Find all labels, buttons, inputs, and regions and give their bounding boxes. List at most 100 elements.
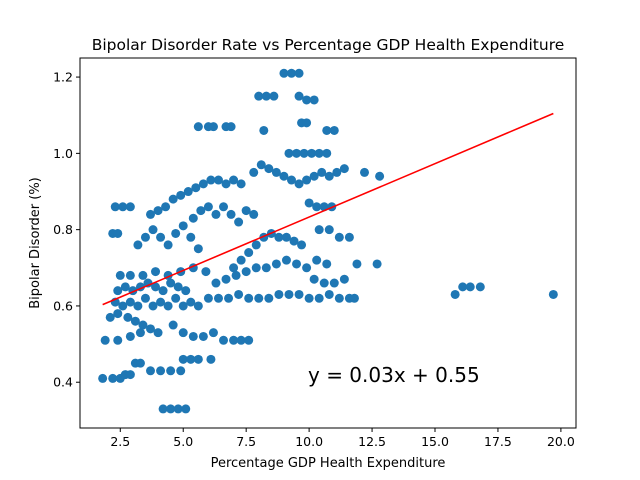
data-point	[294, 91, 304, 101]
data-point	[201, 267, 211, 277]
data-point	[113, 335, 123, 345]
data-point	[332, 167, 342, 177]
data-point	[166, 278, 176, 288]
data-point	[294, 289, 304, 299]
data-point	[314, 293, 324, 303]
data-point	[146, 366, 155, 376]
data-points	[98, 68, 558, 414]
data-point	[226, 209, 236, 219]
data-point	[206, 175, 216, 185]
data-point	[186, 232, 196, 242]
data-point	[166, 366, 176, 376]
data-point	[171, 228, 181, 238]
data-point	[125, 331, 135, 341]
data-point	[113, 309, 123, 319]
data-point	[339, 164, 349, 174]
data-point	[151, 282, 161, 292]
data-point	[251, 263, 261, 273]
data-point	[314, 148, 324, 158]
data-point	[309, 95, 319, 105]
data-point	[186, 297, 196, 307]
data-point	[254, 91, 264, 101]
data-point	[307, 148, 317, 158]
data-point	[163, 301, 173, 311]
data-point	[274, 289, 284, 299]
data-point	[249, 209, 259, 219]
data-point	[297, 240, 307, 250]
data-point	[304, 293, 314, 303]
data-point	[264, 293, 274, 303]
data-point	[125, 370, 135, 380]
x-tick-label: 15.0	[421, 434, 449, 449]
data-point	[344, 232, 354, 242]
data-point	[224, 293, 234, 303]
data-point	[244, 335, 254, 345]
data-point	[339, 274, 349, 284]
data-point	[294, 179, 304, 189]
data-point	[191, 183, 201, 193]
data-point	[206, 354, 216, 364]
data-point	[163, 240, 173, 250]
data-point	[284, 148, 294, 158]
data-point	[186, 354, 196, 364]
data-point	[249, 167, 259, 177]
data-point	[292, 148, 302, 158]
data-point	[113, 228, 123, 238]
data-point	[302, 263, 312, 273]
data-point	[329, 278, 339, 288]
data-point	[309, 274, 319, 284]
data-point	[178, 301, 188, 311]
data-point	[465, 282, 475, 292]
data-point	[234, 217, 244, 227]
data-point	[161, 202, 171, 212]
data-point	[156, 297, 166, 307]
data-point	[279, 171, 289, 181]
data-point	[314, 225, 324, 235]
data-point	[173, 404, 183, 414]
data-point	[188, 331, 198, 341]
data-point	[226, 122, 236, 132]
data-point	[219, 335, 229, 345]
data-point	[153, 328, 163, 338]
data-point	[375, 171, 385, 181]
data-point	[254, 293, 264, 303]
data-point	[178, 328, 188, 338]
data-point	[302, 175, 312, 185]
data-point	[123, 312, 133, 322]
data-point	[113, 286, 123, 296]
data-point	[198, 331, 208, 341]
data-point	[118, 301, 128, 311]
data-point	[135, 358, 145, 368]
data-point	[229, 335, 239, 345]
data-point	[203, 202, 213, 212]
y-axis-ticks: 0.4 0.6 0.8 1.0 1.2	[53, 70, 80, 390]
data-point	[140, 232, 150, 242]
x-tick-label: 2.5	[110, 434, 130, 449]
data-point	[146, 324, 155, 334]
regression-line	[102, 112, 554, 306]
data-point	[181, 404, 191, 414]
data-point	[173, 282, 183, 292]
data-point	[193, 354, 203, 364]
data-point	[299, 148, 309, 158]
data-point	[244, 248, 254, 258]
data-point	[281, 232, 291, 242]
data-point	[168, 194, 178, 204]
data-point	[211, 209, 221, 219]
data-point	[286, 175, 296, 185]
data-point	[125, 202, 135, 212]
data-point	[256, 160, 266, 170]
data-point	[317, 167, 327, 177]
data-point	[271, 259, 281, 269]
data-point	[120, 282, 130, 292]
data-point	[322, 125, 332, 135]
data-point	[229, 263, 239, 273]
data-point	[329, 125, 339, 135]
data-point	[281, 255, 291, 265]
y-axis-label: Bipolar Disorder (%)	[28, 177, 43, 308]
data-point	[178, 221, 188, 231]
data-point	[269, 91, 279, 101]
data-point	[271, 167, 281, 177]
data-point	[183, 187, 193, 197]
